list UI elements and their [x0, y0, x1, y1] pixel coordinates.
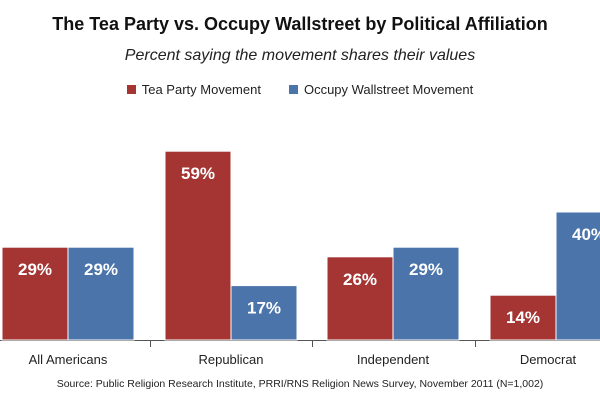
bar-occupy-democrat: [555, 211, 600, 341]
data-label-tea-party-republican: 59%: [181, 164, 215, 183]
category-label-republican: Republican: [198, 352, 263, 367]
legend-label-tea-party: Tea Party Movement: [141, 82, 261, 97]
data-label-occupy-democrat: 40%: [572, 225, 600, 244]
legend-item-occupy: Occupy Wallstreet Movement: [288, 82, 474, 97]
bar-tea-party-all-americans: [1, 246, 69, 341]
category-label-all-americans: All Americans: [29, 352, 108, 367]
legend-label-occupy: Occupy Wallstreet Movement: [303, 82, 474, 97]
legend: Tea Party Movement Occupy Wallstreet Mov…: [0, 82, 600, 97]
bar-occupy-all-americans: [67, 246, 135, 341]
category-label-democrat: Democrat: [520, 352, 577, 367]
data-label-tea-party-independent: 26%: [343, 270, 377, 289]
data-label-occupy-independent: 29%: [409, 260, 443, 279]
legend-item-tea-party: Tea Party Movement: [126, 82, 261, 97]
chart-subtitle: Percent saying the movement shares their…: [124, 47, 476, 64]
bar-occupy-independent: [392, 246, 460, 341]
category-label-independent: Independent: [357, 352, 430, 367]
legend-swatch-occupy: [288, 85, 298, 94]
bar-occupy-republican: [230, 285, 298, 341]
data-label-occupy-all-americans: 29%: [84, 260, 118, 279]
legend-swatch-tea-party: [126, 85, 136, 94]
bar-tea-party-republican: [164, 150, 232, 341]
chart-title: The Tea Party vs. Occupy Wallstreet by P…: [52, 14, 548, 34]
source-note: Source: Public Religion Research Institu…: [56, 378, 544, 390]
data-label-tea-party-democrat: 14%: [506, 308, 540, 327]
data-label-occupy-republican: 17%: [247, 299, 281, 318]
bar-tea-party-independent: [326, 256, 394, 341]
data-label-tea-party-all-americans: 29%: [18, 260, 52, 279]
